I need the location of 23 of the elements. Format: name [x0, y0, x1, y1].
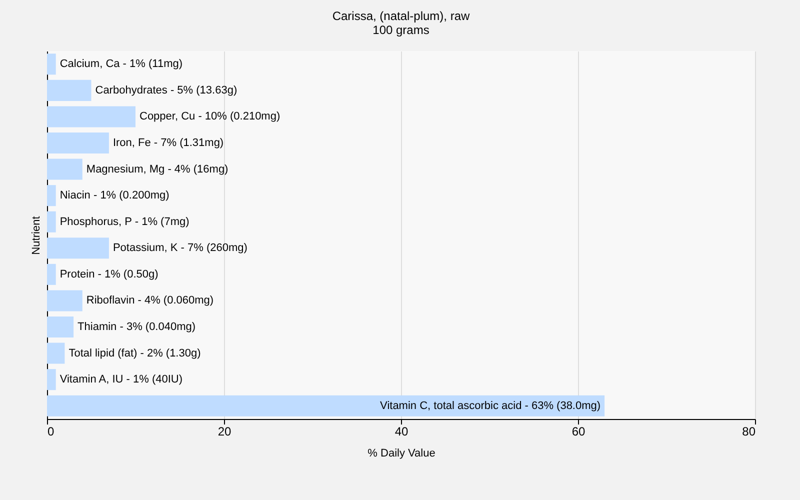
y-axis-title: Nutrient — [30, 216, 42, 255]
y-tick-label: Niacin - 1% (0.200mg) — [60, 190, 170, 202]
y-tick-label: Magnesium, Mg - 4% (16mg) — [86, 163, 228, 176]
chart-subtitle: 100 grams — [372, 23, 430, 37]
y-tick-label: Phosphorus, P - 1% (7mg) — [60, 216, 190, 228]
y-tick-label: Calcium, Ca - 1% (11mg) — [60, 58, 183, 70]
x-tick-label: 80 — [742, 424, 756, 438]
x-tick-label: 20 — [218, 424, 232, 438]
chart-title: Carissa, (natal-plum), raw — [332, 9, 470, 23]
x-tick-label: 0 — [48, 424, 54, 438]
y-tick-label: Riboflavin - 4% (0.060mg) — [86, 294, 214, 307]
x-tick-label: 40 — [394, 424, 408, 438]
y-tick-label: Copper, Cu - 10% (0.210mg) — [140, 110, 280, 123]
y-tick-label: Thiamin - 3% (0.040mg) — [78, 321, 196, 333]
y-tick-label: Vitamin A, IU - 1% (40IU) — [60, 374, 183, 386]
y-tick-label: Protein - 1% (0.50g) — [60, 268, 158, 280]
y-tick-label: Carbohydrates - 5% (13.63g) — [95, 84, 238, 96]
y-tick-label: Potassium, K - 7% (260mg) — [112, 242, 248, 254]
x-tick-label: 60 — [572, 424, 586, 438]
y-tick-label: Total lipid (fat) - 2% (1.30g) — [68, 347, 201, 360]
y-tick-label: Iron, Fe - 7% (1.31mg) — [112, 137, 224, 149]
x-axis-title: % Daily Value — [368, 448, 436, 460]
y-tick-label: Vitamin C, total ascorbic acid - 63% (38.0mg) — [380, 400, 601, 412]
